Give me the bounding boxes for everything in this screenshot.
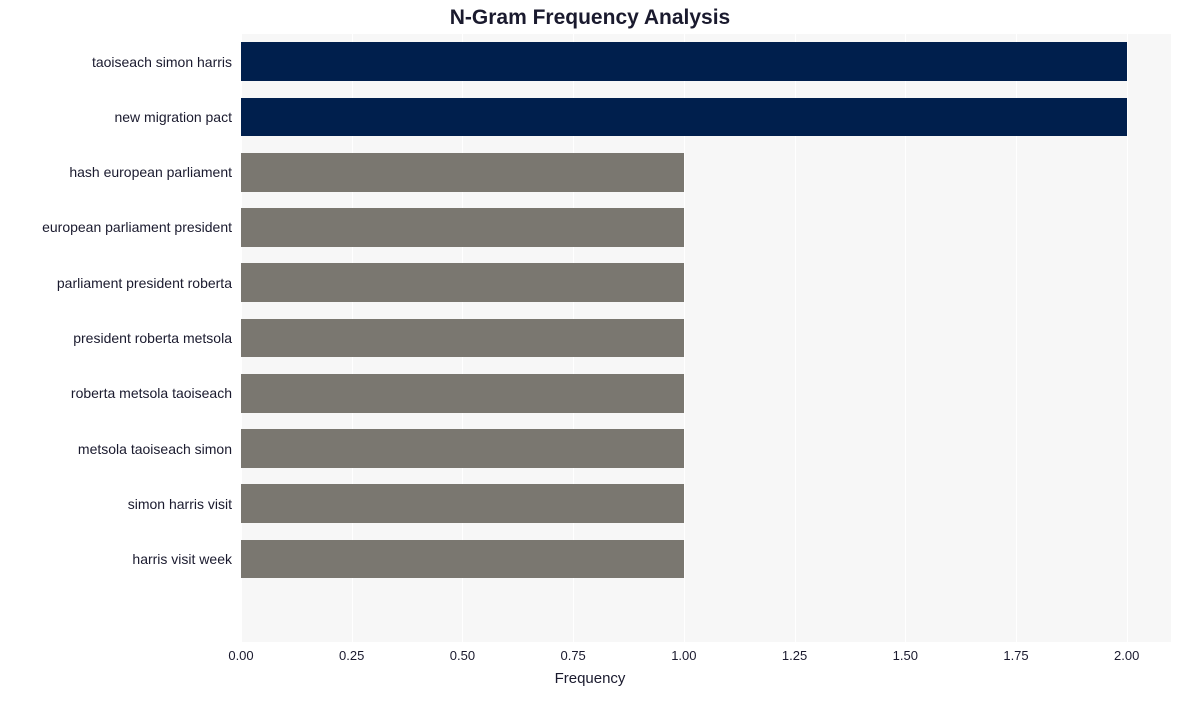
y-tick-label: parliament president roberta [57, 275, 232, 291]
bar [241, 208, 684, 247]
bar [241, 540, 684, 579]
x-tick-label: 0.00 [228, 648, 253, 663]
bar [241, 98, 1127, 137]
y-tick-label: taoiseach simon harris [92, 54, 232, 70]
y-tick-label: metsola taoiseach simon [78, 441, 232, 457]
bar [241, 429, 684, 468]
bar [241, 153, 684, 192]
x-tick-label: 1.50 [893, 648, 918, 663]
bar [241, 319, 684, 358]
x-axis-label: Frequency [0, 670, 1180, 687]
x-tick-label: 0.50 [450, 648, 475, 663]
y-tick-label: simon harris visit [128, 496, 232, 512]
plot-area [241, 34, 1171, 642]
x-tick-label: 0.25 [339, 648, 364, 663]
bar [241, 484, 684, 523]
y-tick-label: new migration pact [114, 109, 232, 125]
bar [241, 263, 684, 302]
chart-title: N-Gram Frequency Analysis [0, 6, 1180, 30]
x-tick-label: 1.00 [671, 648, 696, 663]
y-tick-label: european parliament president [42, 219, 232, 235]
ngram-frequency-chart: N-Gram Frequency Analysis Frequency taoi… [0, 0, 1180, 701]
y-tick-label: president roberta metsola [73, 330, 232, 346]
bar [241, 42, 1127, 81]
x-tick-label: 1.75 [1003, 648, 1028, 663]
gridline [1127, 34, 1128, 642]
x-tick-label: 2.00 [1114, 648, 1139, 663]
x-tick-label: 0.75 [560, 648, 585, 663]
y-tick-label: hash european parliament [69, 164, 232, 180]
x-tick-label: 1.25 [782, 648, 807, 663]
y-tick-label: roberta metsola taoiseach [71, 385, 232, 401]
bar [241, 374, 684, 413]
y-tick-label: harris visit week [132, 551, 232, 567]
